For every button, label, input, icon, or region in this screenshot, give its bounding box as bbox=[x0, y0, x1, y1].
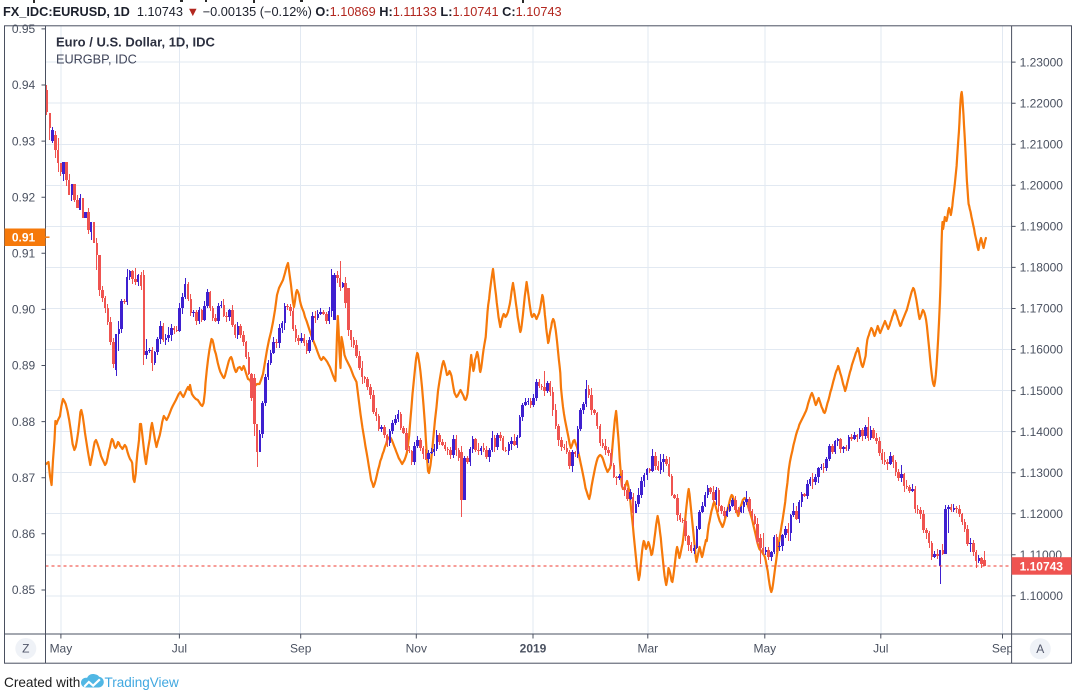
svg-text:1.19000: 1.19000 bbox=[1020, 220, 1064, 234]
svg-text:1.15000: 1.15000 bbox=[1020, 384, 1064, 398]
svg-text:1.18000: 1.18000 bbox=[1020, 261, 1064, 275]
svg-text:0.94: 0.94 bbox=[12, 78, 36, 92]
svg-text:0.90: 0.90 bbox=[12, 303, 36, 317]
svg-text:May: May bbox=[753, 642, 776, 656]
svg-text:May: May bbox=[50, 642, 73, 656]
svg-text:Mar: Mar bbox=[637, 642, 658, 656]
svg-text:1.23000: 1.23000 bbox=[1020, 55, 1064, 69]
svg-text:EURGBP, IDC: EURGBP, IDC bbox=[56, 53, 137, 67]
svg-text:1.10000: 1.10000 bbox=[1020, 589, 1064, 603]
svg-text:Jul: Jul bbox=[172, 642, 187, 656]
svg-text:1.21000: 1.21000 bbox=[1020, 138, 1064, 152]
svg-text:Nov: Nov bbox=[406, 642, 427, 656]
svg-text:0.91: 0.91 bbox=[12, 231, 36, 245]
svg-text:1.14000: 1.14000 bbox=[1020, 425, 1064, 439]
svg-text:Jul: Jul bbox=[873, 642, 888, 656]
svg-text:0.95: 0.95 bbox=[12, 22, 36, 36]
svg-text:1.22000: 1.22000 bbox=[1020, 96, 1064, 110]
svg-text:0.92: 0.92 bbox=[12, 190, 36, 204]
svg-text:1.12000: 1.12000 bbox=[1020, 507, 1064, 521]
svg-text:A: A bbox=[1036, 642, 1044, 656]
svg-text:Euro / U.S. Dollar, 1D, IDC: Euro / U.S. Dollar, 1D, IDC bbox=[56, 35, 216, 50]
svg-text:0.93: 0.93 bbox=[12, 134, 36, 148]
svg-text:2019: 2019 bbox=[520, 642, 547, 656]
svg-text:1.17000: 1.17000 bbox=[1020, 302, 1064, 316]
svg-text:Sep: Sep bbox=[992, 642, 1014, 656]
svg-text:Sep: Sep bbox=[290, 642, 312, 656]
svg-text:1.20000: 1.20000 bbox=[1020, 179, 1064, 193]
svg-text:0.88: 0.88 bbox=[12, 415, 36, 429]
svg-text:Z: Z bbox=[22, 642, 29, 656]
svg-text:0.85: 0.85 bbox=[12, 583, 36, 597]
svg-text:1.13000: 1.13000 bbox=[1020, 466, 1064, 480]
svg-text:1.16000: 1.16000 bbox=[1020, 343, 1064, 357]
svg-text:0.87: 0.87 bbox=[12, 471, 36, 485]
svg-text:0.89: 0.89 bbox=[12, 359, 36, 373]
svg-text:1.10743: 1.10743 bbox=[1020, 559, 1064, 573]
svg-text:0.91: 0.91 bbox=[12, 247, 36, 261]
svg-text:0.86: 0.86 bbox=[12, 527, 36, 541]
